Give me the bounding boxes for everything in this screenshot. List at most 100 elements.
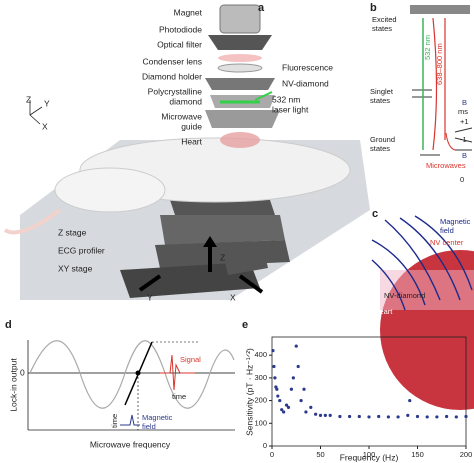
data-point — [273, 376, 277, 380]
arrow-label: Z — [220, 252, 225, 262]
label: Photodiode — [159, 24, 202, 34]
y-tick-label: 100 — [254, 418, 267, 427]
axis-label: X — [42, 121, 48, 131]
label: NV-diamond — [282, 78, 329, 88]
data-point — [435, 415, 439, 419]
label: Signal — [180, 355, 201, 364]
label: diamond — [169, 96, 202, 106]
data-point — [294, 344, 298, 348]
axis-label: Frequency (Hz) — [340, 452, 399, 462]
panel-label: b — [370, 2, 377, 14]
label: states — [370, 96, 390, 105]
label: 0 — [460, 175, 464, 184]
label: guide — [181, 121, 202, 131]
data-point — [348, 414, 352, 419]
label: NV center — [430, 238, 464, 247]
x-tick-label: 50 — [316, 450, 324, 459]
label: Microwaves — [426, 161, 466, 170]
data-point — [286, 405, 291, 409]
data-point — [415, 414, 420, 419]
y-tick-label: 0 — [263, 441, 267, 450]
data-point — [289, 387, 293, 391]
label: field — [142, 422, 156, 431]
data-point — [302, 387, 306, 391]
data-point — [314, 412, 318, 416]
label: NV-diamond — [384, 291, 425, 300]
label: 532 nm — [423, 35, 432, 60]
data-point — [323, 413, 327, 417]
panel-label: a — [258, 2, 265, 14]
label: Microwave — [161, 111, 202, 121]
y-tick-label: 300 — [254, 373, 267, 382]
data-point — [299, 398, 303, 403]
label: Magnetic — [440, 217, 471, 226]
label: states — [370, 144, 390, 153]
label: B — [462, 151, 467, 160]
axis-label: Sensitivity (pT · Hz⁻¹ᐟ²) — [244, 348, 254, 436]
label: laser light — [272, 104, 309, 114]
panel-label: d — [5, 319, 12, 331]
label: Heart — [374, 307, 393, 316]
data-point — [406, 413, 410, 417]
label: 0 — [20, 367, 25, 377]
data-point — [425, 415, 429, 419]
x-tick-label: 100 — [363, 450, 376, 459]
axis-label: Lock-in output — [8, 358, 18, 412]
label: Excited — [372, 15, 397, 24]
data-point — [271, 349, 275, 353]
y-tick-label: 200 — [254, 396, 267, 405]
axis-label: Z — [26, 94, 31, 104]
label: field — [440, 226, 454, 235]
data-point — [454, 415, 458, 419]
data-point — [278, 398, 282, 403]
x-tick-label: 0 — [270, 450, 274, 459]
label: 638–800 nm — [435, 43, 444, 85]
panel-d-drawing — [27, 340, 235, 431]
label: Polycrystalline — [148, 86, 203, 96]
x-tick-label: 200 — [460, 450, 473, 459]
label: ECG profiler — [58, 245, 105, 255]
panel-b-drawing — [410, 5, 473, 156]
data-point — [275, 387, 279, 391]
label: Magnet — [174, 7, 203, 17]
data-point — [284, 403, 289, 407]
panel-c-drawing — [370, 210, 474, 410]
label: Heart — [181, 136, 202, 146]
data-point — [328, 413, 332, 417]
label: Fluorescence — [282, 62, 333, 72]
axis-label: Y — [44, 98, 50, 108]
label: B — [462, 98, 467, 107]
data-point — [367, 415, 371, 419]
data-point — [464, 414, 468, 419]
label: -1 — [460, 135, 467, 144]
data-point — [396, 415, 400, 419]
y-tick-label: 400 — [254, 350, 267, 359]
data-point — [296, 364, 300, 369]
data-point — [318, 413, 323, 417]
arrow-label: X — [230, 292, 236, 302]
arrow-label: Y — [147, 292, 153, 302]
data-point — [338, 414, 342, 419]
label: time — [110, 414, 119, 428]
panel-a-drawing — [3, 4, 370, 300]
label: 532 nm — [272, 94, 300, 104]
data-point — [280, 408, 284, 412]
label: Singlet — [370, 87, 394, 96]
data-point — [272, 364, 276, 369]
label: Condenser lens — [142, 56, 202, 66]
label: ms — [458, 107, 468, 116]
label: +1 — [460, 117, 469, 126]
data-point — [445, 414, 449, 419]
data-point — [291, 376, 295, 380]
data-point — [309, 405, 313, 409]
data-point — [282, 410, 286, 414]
axis-label: Microwave frequency — [90, 439, 171, 449]
panel-label: c — [372, 208, 378, 220]
x-tick-label: 150 — [411, 450, 424, 459]
data-point — [386, 415, 390, 419]
label: Magnetic — [142, 413, 173, 422]
label: XY stage — [58, 263, 93, 273]
panel-label: e — [242, 319, 248, 331]
label: Diamond holder — [142, 71, 202, 81]
